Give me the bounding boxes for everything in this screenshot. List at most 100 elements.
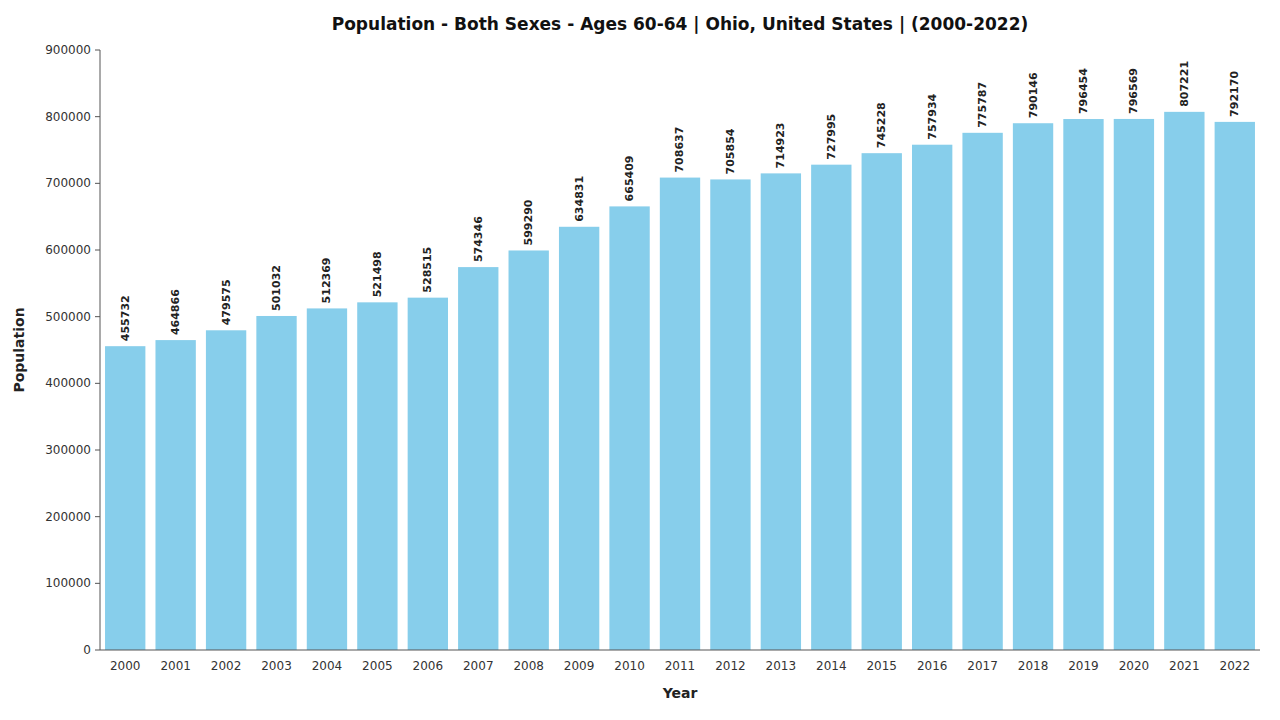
x-tick-label: 2019 bbox=[1068, 659, 1099, 673]
y-tick-label: 0 bbox=[83, 643, 91, 657]
y-tick-label: 300000 bbox=[45, 443, 91, 457]
x-tick-label: 2003 bbox=[261, 659, 292, 673]
y-tick bbox=[95, 650, 100, 651]
bar bbox=[811, 165, 851, 650]
data-label: 574346 bbox=[472, 216, 485, 262]
data-labels: 455732 464866 479575 501032 512369 521498 5285… bbox=[119, 61, 1242, 341]
y-tick bbox=[95, 316, 100, 317]
data-label: 512369 bbox=[320, 257, 333, 303]
x-axis: 2000 2001 2002 2003 2004 2005 2006 2007 2008 2009… bbox=[110, 659, 1250, 673]
x-tick-label: 2008 bbox=[513, 659, 544, 673]
x-tick-label: 2009 bbox=[564, 659, 595, 673]
y-tick-label: 700000 bbox=[45, 176, 91, 190]
y-axis: 0 100000 200000 300000 400000 500000 600000 700… bbox=[45, 43, 100, 657]
x-tick-label: 2005 bbox=[362, 659, 393, 673]
bar bbox=[1164, 112, 1204, 650]
data-label: 599290 bbox=[522, 199, 535, 245]
data-label: 792170 bbox=[1228, 71, 1241, 117]
data-label: 708637 bbox=[674, 127, 687, 173]
bar bbox=[1013, 123, 1053, 650]
x-tick-label: 2022 bbox=[1220, 659, 1251, 673]
bar bbox=[509, 250, 549, 650]
chart: 0 100000 200000 300000 400000 500000 600000 700… bbox=[0, 0, 1280, 720]
bar bbox=[206, 330, 246, 650]
bar bbox=[609, 206, 649, 650]
y-tick bbox=[95, 516, 100, 517]
bar bbox=[660, 178, 700, 650]
data-label: 807221 bbox=[1178, 61, 1191, 107]
bars bbox=[105, 112, 1255, 650]
data-label: 705854 bbox=[724, 128, 737, 174]
bar bbox=[1114, 119, 1154, 650]
bar bbox=[962, 133, 1002, 650]
bar bbox=[155, 340, 195, 650]
y-tick-label: 200000 bbox=[45, 510, 91, 524]
bar bbox=[710, 179, 750, 650]
x-tick-label: 2017 bbox=[967, 659, 998, 673]
y-tick bbox=[95, 50, 100, 51]
data-label: 745228 bbox=[875, 102, 888, 148]
bar bbox=[458, 267, 498, 650]
x-tick-label: 2012 bbox=[715, 659, 746, 673]
data-label: 455732 bbox=[119, 295, 132, 341]
y-tick bbox=[95, 450, 100, 451]
x-tick-label: 2010 bbox=[614, 659, 645, 673]
x-tick-label: 2018 bbox=[1018, 659, 1049, 673]
bar bbox=[1215, 122, 1255, 650]
y-tick-label: 800000 bbox=[45, 110, 91, 124]
y-tick bbox=[95, 383, 100, 384]
x-tick-label: 2021 bbox=[1169, 659, 1200, 673]
data-label: 665409 bbox=[623, 155, 636, 201]
data-label: 727995 bbox=[825, 114, 838, 160]
x-axis-label: Year bbox=[662, 685, 698, 701]
x-tick-label: 2000 bbox=[110, 659, 141, 673]
x-tick-label: 2013 bbox=[766, 659, 797, 673]
bar bbox=[912, 145, 952, 650]
y-axis-label: Population bbox=[11, 307, 27, 392]
bar bbox=[1063, 119, 1103, 650]
bar bbox=[761, 173, 801, 650]
y-tick bbox=[95, 583, 100, 584]
x-tick-label: 2004 bbox=[312, 659, 343, 673]
x-tick-label: 2001 bbox=[160, 659, 191, 673]
data-label: 796454 bbox=[1077, 68, 1090, 114]
data-label: 464866 bbox=[169, 289, 182, 335]
x-tick-label: 2011 bbox=[665, 659, 696, 673]
bar bbox=[862, 153, 902, 650]
y-tick-label: 500000 bbox=[45, 310, 91, 324]
data-label: 521498 bbox=[371, 251, 384, 297]
x-tick-label: 2020 bbox=[1119, 659, 1150, 673]
data-label: 796569 bbox=[1127, 68, 1140, 114]
data-label: 528515 bbox=[421, 247, 434, 293]
y-tick-label: 100000 bbox=[45, 576, 91, 590]
data-label: 634831 bbox=[573, 176, 586, 222]
y-tick-label: 600000 bbox=[45, 243, 91, 257]
data-label: 714923 bbox=[774, 122, 787, 168]
data-label: 775787 bbox=[976, 82, 989, 128]
bar bbox=[307, 308, 347, 650]
data-label: 790146 bbox=[1027, 72, 1040, 118]
x-tick-label: 2014 bbox=[816, 659, 847, 673]
data-label: 501032 bbox=[270, 265, 283, 311]
title: Population - Both Sexes - Ages 60-64 | O… bbox=[332, 14, 1029, 34]
x-tick-label: 2016 bbox=[917, 659, 948, 673]
y-tick bbox=[95, 250, 100, 251]
y-axis-line bbox=[100, 50, 101, 650]
bar bbox=[408, 298, 448, 650]
y-tick bbox=[95, 116, 100, 117]
x-axis-line bbox=[100, 650, 1260, 651]
data-label: 757934 bbox=[926, 93, 939, 139]
y-tick bbox=[95, 183, 100, 184]
bar bbox=[256, 316, 296, 650]
x-tick-label: 2002 bbox=[211, 659, 242, 673]
data-label: 479575 bbox=[220, 279, 233, 325]
x-tick-label: 2007 bbox=[463, 659, 494, 673]
y-tick-label: 900000 bbox=[45, 43, 91, 57]
x-tick-label: 2015 bbox=[866, 659, 897, 673]
x-tick-label: 2006 bbox=[413, 659, 444, 673]
y-tick-label: 400000 bbox=[45, 376, 91, 390]
bar bbox=[105, 346, 145, 650]
bar bbox=[357, 302, 397, 650]
bar bbox=[559, 227, 599, 650]
chart-container: 0 100000 200000 300000 400000 500000 600000 700… bbox=[0, 0, 1280, 720]
